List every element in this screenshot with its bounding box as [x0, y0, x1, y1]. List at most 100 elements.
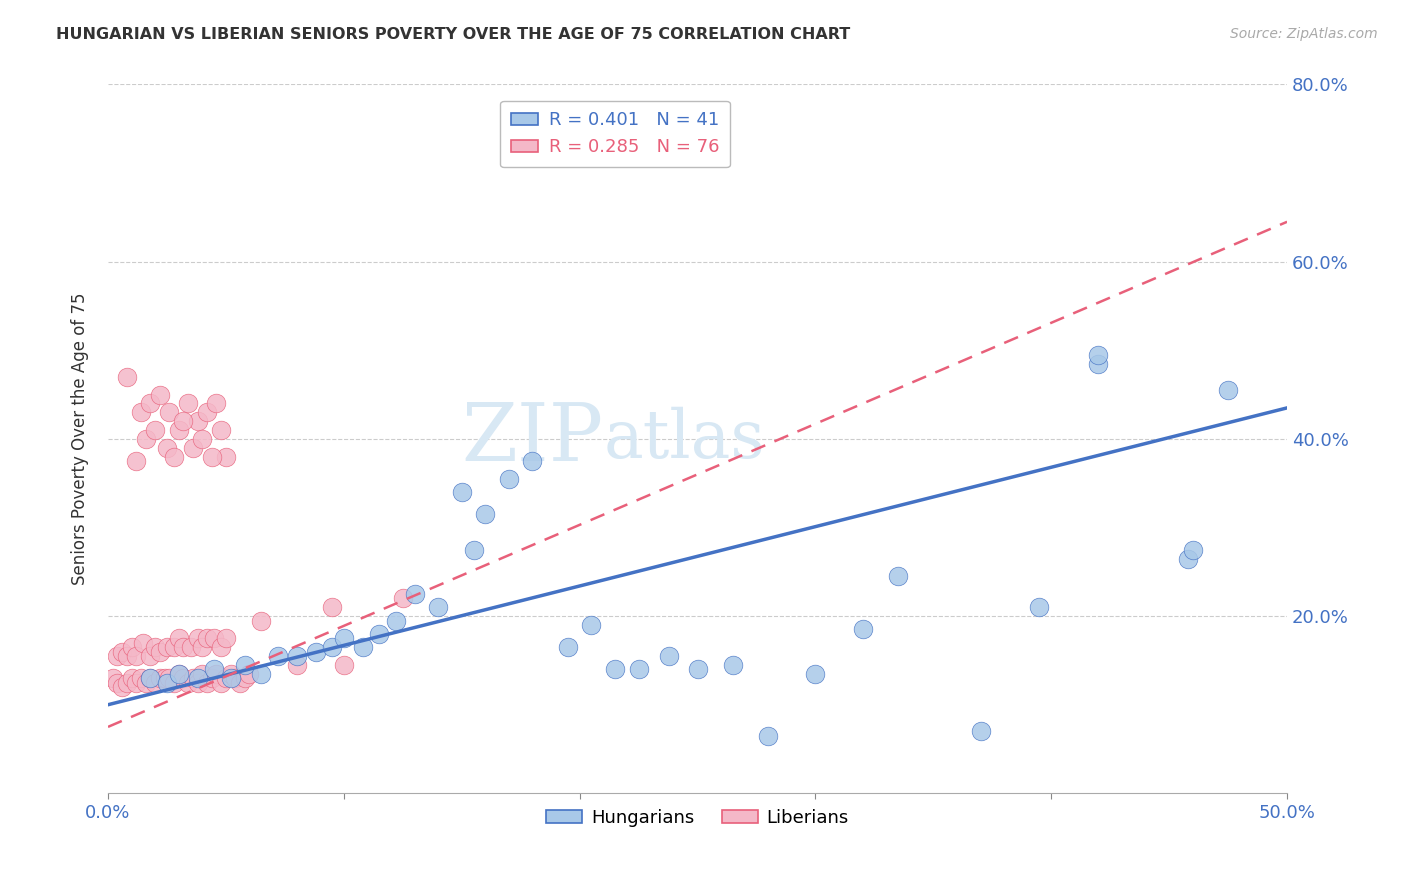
Point — [135, 675, 157, 690]
Point — [219, 666, 242, 681]
Point — [238, 666, 260, 681]
Point — [139, 671, 162, 685]
Point — [450, 485, 472, 500]
Point — [107, 648, 129, 663]
Point — [250, 666, 273, 681]
Point — [205, 396, 228, 410]
Point — [321, 600, 343, 615]
Point — [721, 657, 744, 672]
Point — [498, 472, 520, 486]
Point — [969, 724, 991, 739]
Point — [581, 618, 603, 632]
Point — [321, 640, 343, 654]
Point — [191, 432, 214, 446]
Point — [132, 636, 155, 650]
Point — [285, 648, 308, 663]
Point — [224, 671, 246, 685]
Point — [233, 657, 256, 672]
Point — [107, 675, 129, 690]
Point — [115, 675, 138, 690]
Point — [115, 648, 138, 663]
Point — [1028, 600, 1050, 615]
Point — [202, 632, 225, 646]
Point — [172, 671, 194, 685]
Point — [163, 640, 186, 654]
Point — [686, 662, 709, 676]
Point — [219, 671, 242, 685]
Point — [1087, 348, 1109, 362]
Point — [180, 640, 202, 654]
Point — [167, 632, 190, 646]
Point — [404, 587, 426, 601]
Point — [215, 671, 238, 685]
Point — [157, 405, 180, 419]
Point — [215, 632, 238, 646]
Point — [187, 675, 209, 690]
Point — [125, 648, 148, 663]
Point — [135, 432, 157, 446]
Point — [101, 671, 124, 685]
Point — [156, 640, 179, 654]
Point — [143, 423, 166, 437]
Point — [474, 507, 496, 521]
Point — [304, 644, 326, 658]
Point — [201, 671, 224, 685]
Point — [125, 675, 148, 690]
Point — [195, 405, 218, 419]
Point — [333, 632, 356, 646]
Point — [139, 671, 162, 685]
Point — [163, 450, 186, 464]
Point — [195, 632, 218, 646]
Point — [352, 640, 374, 654]
Point — [163, 675, 186, 690]
Point — [557, 640, 579, 654]
Point — [143, 640, 166, 654]
Y-axis label: Seniors Poverty Over the Age of 75: Seniors Poverty Over the Age of 75 — [72, 293, 89, 585]
Point — [233, 671, 256, 685]
Point — [391, 591, 413, 606]
Point — [215, 450, 238, 464]
Point — [427, 600, 450, 615]
Point — [756, 729, 779, 743]
Point — [156, 675, 179, 690]
Point — [209, 675, 232, 690]
Point — [129, 671, 152, 685]
Point — [153, 671, 176, 685]
Point — [121, 640, 143, 654]
Point — [852, 623, 875, 637]
Point — [149, 387, 172, 401]
Point — [333, 657, 356, 672]
Point — [172, 640, 194, 654]
Point — [177, 396, 200, 410]
Point — [209, 640, 232, 654]
Point — [804, 666, 827, 681]
Point — [167, 423, 190, 437]
Point — [187, 414, 209, 428]
Text: HUNGARIAN VS LIBERIAN SENIORS POVERTY OVER THE AGE OF 75 CORRELATION CHART: HUNGARIAN VS LIBERIAN SENIORS POVERTY OV… — [56, 27, 851, 42]
Point — [181, 441, 204, 455]
Point — [191, 640, 214, 654]
Point — [658, 648, 681, 663]
Point — [172, 414, 194, 428]
Point — [202, 662, 225, 676]
Point — [187, 671, 209, 685]
Point — [887, 569, 910, 583]
Point — [195, 675, 218, 690]
Point — [209, 423, 232, 437]
Point — [603, 662, 626, 676]
Point — [121, 671, 143, 685]
Point — [111, 644, 134, 658]
Point — [522, 454, 544, 468]
Point — [191, 666, 214, 681]
Point — [139, 648, 162, 663]
Point — [285, 657, 308, 672]
Text: atlas: atlas — [603, 406, 765, 472]
Point — [1177, 551, 1199, 566]
Point — [167, 666, 190, 681]
Point — [1216, 383, 1239, 397]
Point — [177, 675, 200, 690]
Point — [125, 454, 148, 468]
Point — [111, 680, 134, 694]
Point — [384, 614, 406, 628]
Point — [368, 627, 391, 641]
